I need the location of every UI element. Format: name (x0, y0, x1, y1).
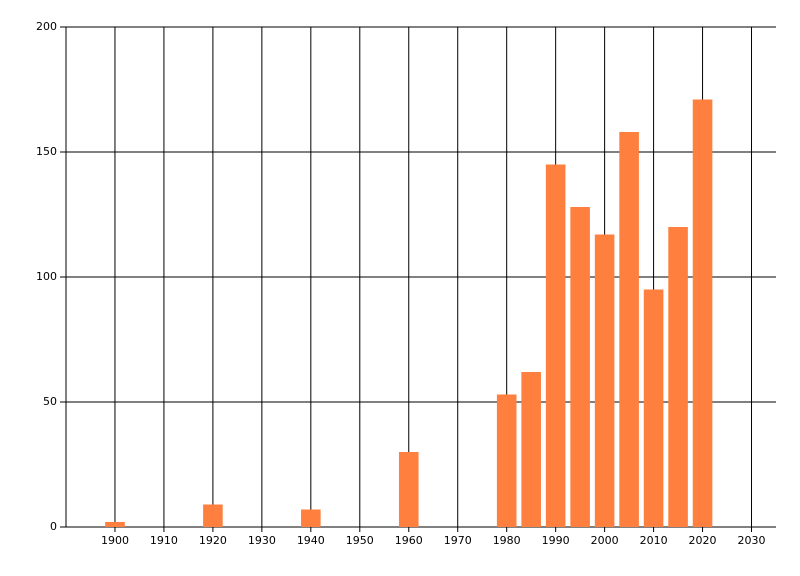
x-tick-label: 2010 (640, 534, 668, 547)
bar (203, 504, 223, 527)
bar (105, 522, 125, 527)
y-tick-label: 50 (43, 395, 57, 408)
bar (692, 99, 713, 527)
bar (496, 394, 517, 527)
bar (668, 227, 688, 527)
y-tick-label: 0 (50, 520, 57, 533)
x-tick-label: 1950 (346, 534, 374, 547)
bar (301, 509, 321, 527)
y-tick-label: 200 (36, 20, 57, 33)
x-tick-label: 2020 (689, 534, 717, 547)
x-tick-label: 1960 (395, 534, 423, 547)
y-tick-label: 150 (36, 145, 57, 158)
bar (570, 207, 590, 527)
x-tick-label: 1970 (444, 534, 472, 547)
x-tick-label: 1910 (150, 534, 178, 547)
x-tick-label: 1900 (101, 534, 129, 547)
x-tick-label: 1980 (493, 534, 521, 547)
x-tick-label: 1930 (248, 534, 276, 547)
x-tick-label: 1940 (297, 534, 325, 547)
x-tick-label: 2030 (738, 534, 766, 547)
x-tick-label: 1990 (542, 534, 570, 547)
bar (545, 164, 566, 527)
bar (643, 289, 664, 527)
x-tick-label: 1920 (199, 534, 227, 547)
bar (619, 132, 639, 527)
bar (521, 372, 541, 527)
bar (398, 452, 419, 527)
x-tick-label: 2000 (591, 534, 619, 547)
bar (594, 234, 615, 527)
y-tick-label: 100 (36, 270, 57, 283)
